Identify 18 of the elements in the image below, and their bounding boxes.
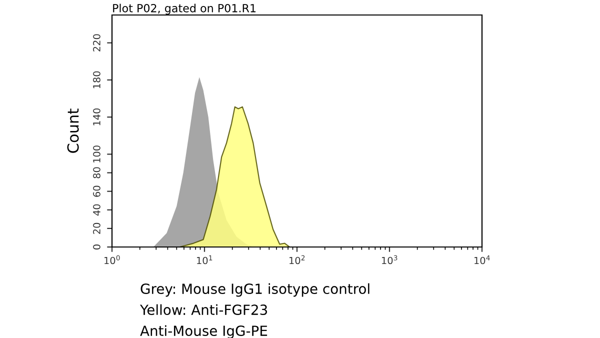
x-tick-label: 10$^{1}$ [197, 255, 212, 264]
x-tick-label: 10$^{0}$ [104, 255, 120, 264]
y-tick-label: 80 [93, 167, 100, 178]
y-tick-label: 60 [93, 186, 100, 197]
y-tick-label: 40 [93, 204, 100, 216]
chart-title: Plot P02, gated on P01.R1 [113, 4, 256, 15]
x-tick-label: 10$^{2}$ [290, 255, 305, 264]
x-tick-label: 10$^{4}$ [474, 255, 490, 264]
y-tick-label: 140 [93, 108, 100, 126]
y-axis-title: Count [67, 108, 79, 153]
text: Grey: Mouse IgG1 isotype control [140, 283, 370, 297]
y-tick-label: 20 [93, 222, 100, 234]
y-tick-label: 180 [93, 71, 100, 88]
y-tick-label: 220 [93, 34, 100, 52]
y-tick-label: 100 [93, 146, 100, 162]
x-tick-label: 10$^{3}$ [382, 255, 398, 264]
text: Yellow: Anti-FGF23 [140, 304, 268, 316]
y-tick-label: 0 [93, 244, 100, 250]
